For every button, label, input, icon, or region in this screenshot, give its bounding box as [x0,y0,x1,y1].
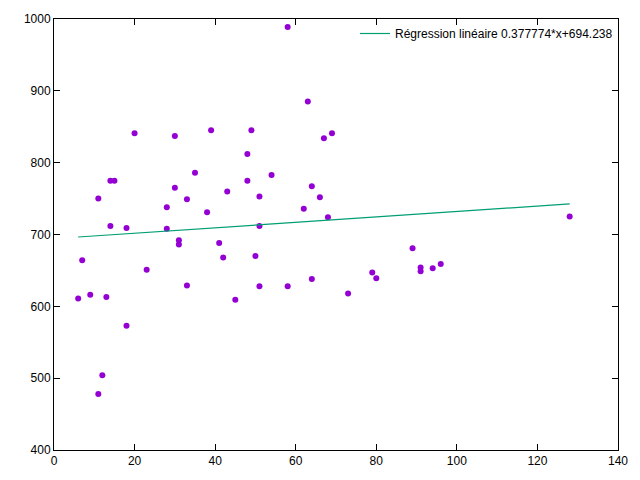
svg-text:900: 900 [31,84,51,98]
svg-text:600: 600 [31,300,51,314]
svg-text:0: 0 [51,454,58,468]
svg-text:1000: 1000 [24,12,51,26]
svg-text:40: 40 [208,454,222,468]
svg-text:700: 700 [31,228,51,242]
svg-text:400: 400 [31,443,51,457]
svg-text:140: 140 [608,454,628,468]
svg-text:Régression linéaire 0.377774*x: Régression linéaire 0.377774*x+694.238 [395,27,612,41]
svg-text:60: 60 [289,454,303,468]
svg-text:80: 80 [370,454,384,468]
svg-text:100: 100 [447,454,467,468]
svg-text:120: 120 [527,454,547,468]
svg-text:500: 500 [31,371,51,385]
svg-text:20: 20 [128,454,142,468]
svg-text:800: 800 [31,156,51,170]
